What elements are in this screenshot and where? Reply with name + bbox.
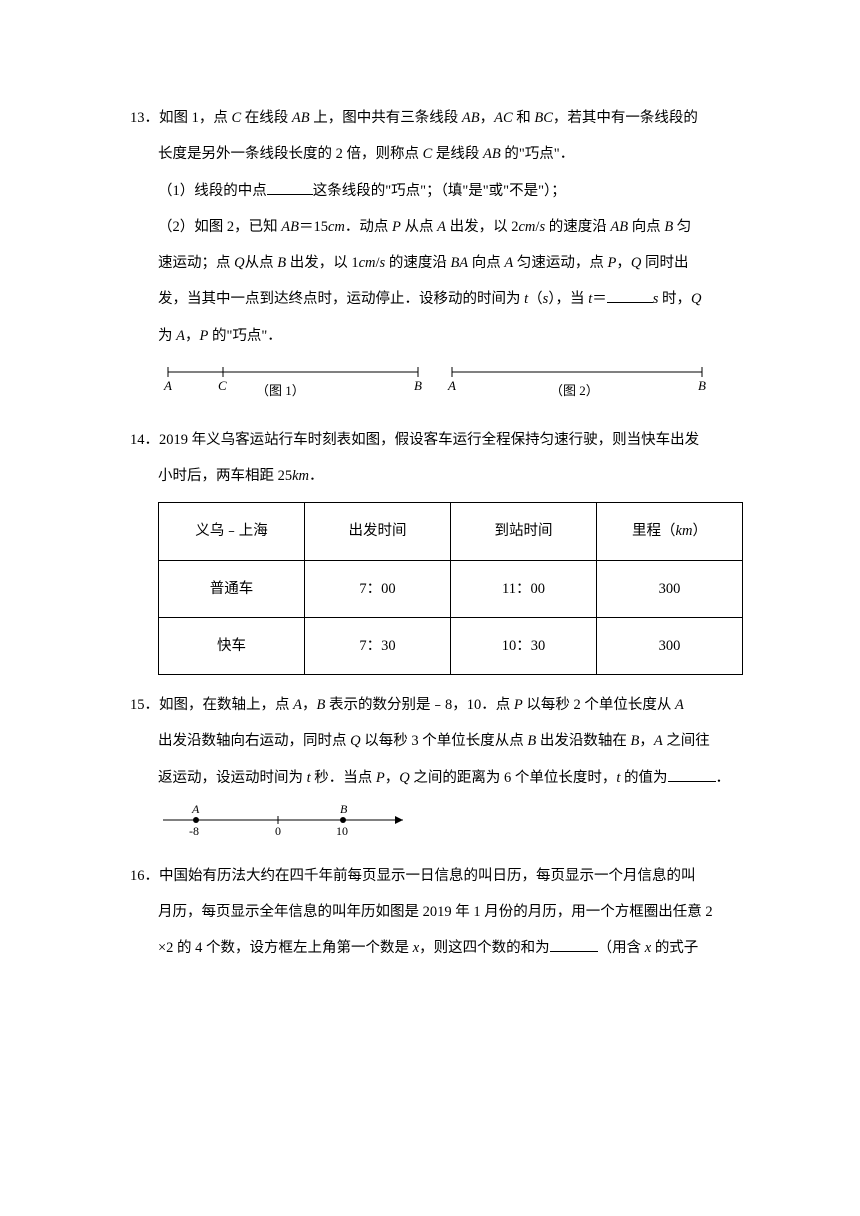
figure-2-svg: A B （图 2） [442,362,722,400]
blank-input [267,180,313,195]
td-dist: 300 [597,560,743,617]
q15-line2: 出发沿数轴向右运动，同时点 Q 以每秒 3 个单位长度从点 B 出发沿数轴在 B… [130,723,760,759]
td-type: 普通车 [159,560,305,617]
q14-line2: 小时后，两车相距 25km． [130,458,760,494]
fig-B-label: B [340,802,348,816]
q14-number: 14． [130,432,159,448]
problem-14: 14．2019 年义乌客运站行车时刻表如图，假设客车运行全程保持匀速行驶，则当快… [130,422,760,675]
q13-line1: 13．如图 1，点 C 在线段 AB 上，图中共有三条线段 AB，AC 和 BC… [130,100,760,136]
table-row: 普通车 7：00 11：00 300 [159,560,743,617]
q13-line2: 长度是另外一条线段长度的 2 倍，则称点 C 是线段 AB 的"巧点"． [130,136,760,172]
fig2-caption: （图 2） [550,383,599,398]
th-route: 义乌﹣上海 [159,503,305,560]
fig2-A-label: A [447,378,456,393]
th-depart: 出发时间 [305,503,451,560]
q13-figures: A C B （图 1） A B （图 2） [130,362,760,410]
q13-part2-l2: 速运动；点 Q从点 B 出发，以 1cm/s 的速度沿 BA 向点 A 匀速运动… [130,245,760,281]
th-distance: 里程（km） [597,503,743,560]
td-arrive: 10：30 [451,617,597,674]
q16-line3: ×2 的 4 个数，设方框左上角第一个数是 x，则这四个数的和为（用含 x 的式… [130,930,760,966]
q13-part1: （1）线段的中点这条线段的"巧点"；（填"是"或"不是"）； [130,173,760,209]
q13-part2-l4: 为 A，P 的"巧点"． [130,318,760,354]
fig-A-label: A [191,802,200,816]
blank-input [668,767,716,782]
problem-13: 13．如图 1，点 C 在线段 AB 上，图中共有三条线段 AB，AC 和 BC… [130,100,760,410]
q15-figure: A -8 0 B 10 [130,802,760,846]
th-arrive: 到站时间 [451,503,597,560]
td-arrive: 11：00 [451,560,597,617]
fig1-caption: （图 1） [256,383,305,398]
td-depart: 7：30 [305,617,451,674]
fig2-B-label: B [698,378,706,393]
fig1-A-label: A [163,378,172,393]
fig-neg8: -8 [189,824,199,838]
fig-10: 10 [336,824,348,838]
problem-16: 16．中国始有历法大约在四千年前每页显示一日信息的叫日历，每页显示一个月信息的叫… [130,858,760,967]
fig1-B-label: B [414,378,422,393]
number-line-svg: A -8 0 B 10 [158,802,418,842]
q13-number: 13． [130,110,159,126]
blank-input [607,289,653,304]
q16-line1: 16．中国始有历法大约在四千年前每页显示一日信息的叫日历，每页显示一个月信息的叫 [130,858,760,894]
bus-schedule-table: 义乌﹣上海 出发时间 到站时间 里程（km） 普通车 7：00 11：00 30… [158,502,743,675]
td-depart: 7：00 [305,560,451,617]
q15-number: 15． [130,697,159,713]
problem-15: 15．如图，在数轴上，点 A，B 表示的数分别是﹣8，10．点 P 以每秒 2 … [130,687,760,846]
q15-line1: 15．如图，在数轴上，点 A，B 表示的数分别是﹣8，10．点 P 以每秒 2 … [130,687,760,723]
td-type: 快车 [159,617,305,674]
figure-1-svg: A C B （图 1） [158,362,438,400]
q13-part2-l1: （2）如图 2，已知 AB＝15cm．动点 P 从点 A 出发，以 2cm/s … [130,209,760,245]
fig1-C-label: C [218,378,227,393]
q13-part2-l3: 发，当其中一点到达终点时，运动停止．设移动的时间为 t（s），当 t＝s 时，Q [130,281,760,317]
q15-line3: 返运动，设运动时间为 t 秒．当点 P，Q 之间的距离为 6 个单位长度时，t … [130,760,760,796]
fig-0: 0 [275,824,281,838]
q14-line1: 14．2019 年义乌客运站行车时刻表如图，假设客车运行全程保持匀速行驶，则当快… [130,422,760,458]
blank-input [550,938,598,953]
q16-line2: 月历，每页显示全年信息的叫年历如图是 2019 年 1 月份的月历，用一个方框圈… [130,894,760,930]
q16-number: 16． [130,868,159,884]
table-row: 快车 7：30 10：30 300 [159,617,743,674]
td-dist: 300 [597,617,743,674]
table-header-row: 义乌﹣上海 出发时间 到站时间 里程（km） [159,503,743,560]
